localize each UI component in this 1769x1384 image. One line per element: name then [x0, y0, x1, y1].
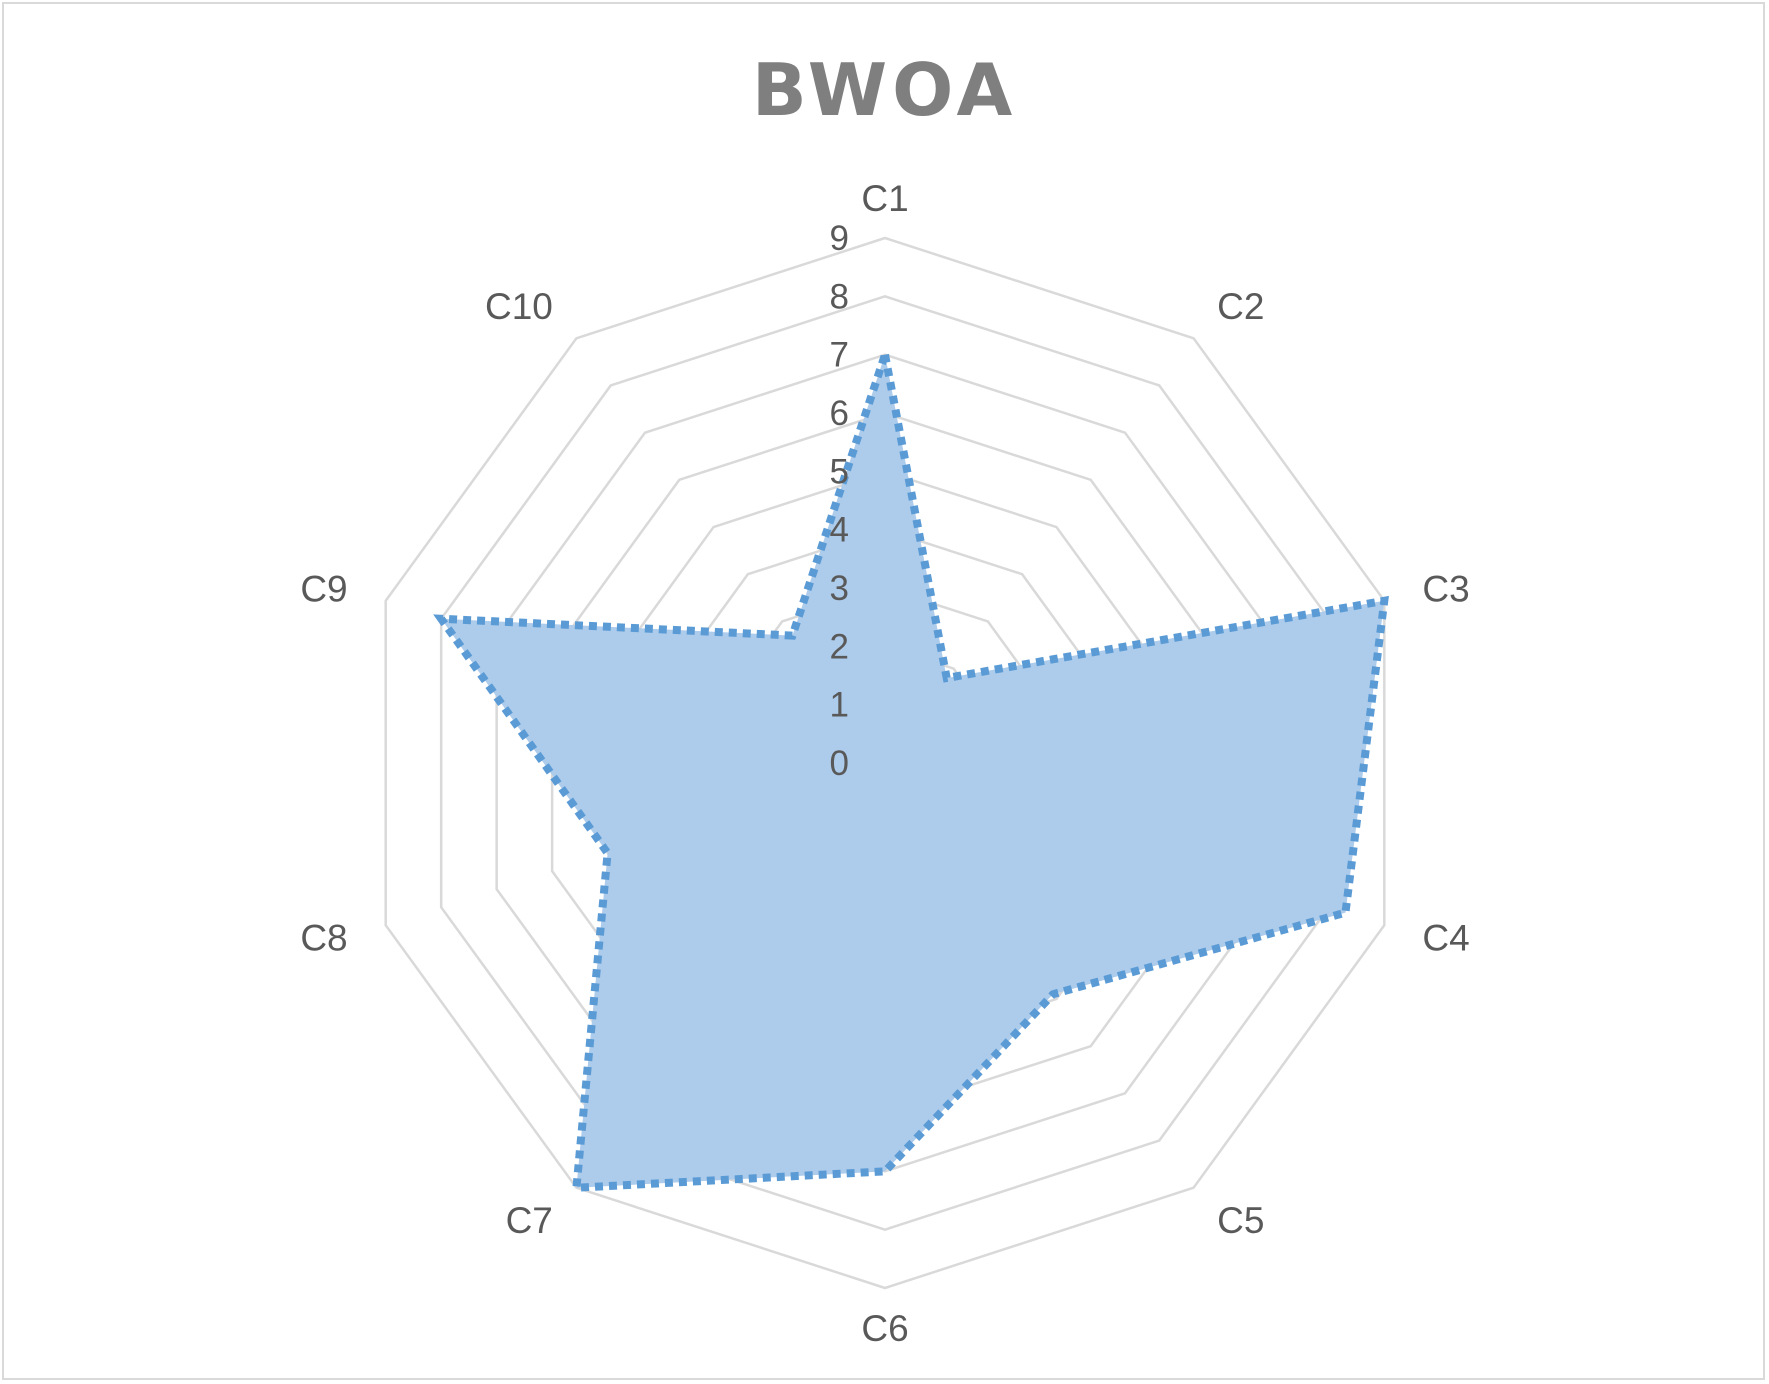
tick-label-1: 1 [830, 686, 849, 725]
tick-label-4: 4 [830, 511, 849, 550]
tick-label-6: 6 [830, 394, 849, 433]
chart-title: BWOA [751, 48, 1018, 132]
axis-label-c9: C9 [300, 568, 347, 609]
axis-label-c8: C8 [300, 918, 347, 959]
grid-ring-8 [439, 295, 1331, 1231]
series-area-0 [433, 338, 1389, 1192]
axis-labels: C1 C2 C3 C4 C5 C6 C7 C8 C9 C10 [300, 178, 1469, 1349]
axis-label-c1: C1 [861, 178, 908, 219]
tick-label-5: 5 [830, 452, 849, 491]
axis-label-c2: C2 [1217, 286, 1264, 327]
axis-label-c4: C4 [1422, 918, 1469, 959]
tick-label-7: 7 [830, 336, 849, 375]
axis-label-c7: C7 [506, 1200, 553, 1241]
series-layer [433, 338, 1389, 1192]
tick-labels: 0 1 2 3 4 5 6 7 8 9 [830, 219, 849, 783]
axis-label-c3: C3 [1422, 568, 1469, 609]
axis-label-c10: C10 [485, 286, 553, 327]
tick-label-9: 9 [830, 219, 849, 258]
axis-label-c6: C6 [861, 1308, 908, 1349]
tick-label-3: 3 [830, 569, 849, 608]
tick-label-8: 8 [830, 277, 849, 316]
grid-ring-9 [384, 236, 1386, 1290]
tick-label-0: 0 [830, 744, 849, 783]
tick-label-2: 2 [830, 627, 849, 666]
axis-label-c5: C5 [1217, 1200, 1264, 1241]
